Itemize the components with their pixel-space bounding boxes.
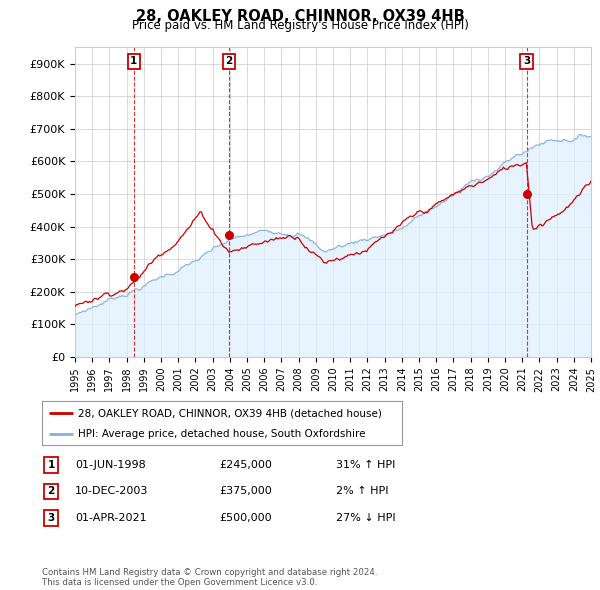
Text: 3: 3 (47, 513, 55, 523)
Text: 10-DEC-2003: 10-DEC-2003 (75, 487, 148, 496)
Text: 1: 1 (47, 460, 55, 470)
Text: 2: 2 (225, 56, 232, 66)
Text: £500,000: £500,000 (219, 513, 272, 523)
Text: HPI: Average price, detached house, South Oxfordshire: HPI: Average price, detached house, Sout… (78, 428, 365, 438)
Text: 28, OAKLEY ROAD, CHINNOR, OX39 4HB (detached house): 28, OAKLEY ROAD, CHINNOR, OX39 4HB (deta… (78, 408, 382, 418)
Text: 31% ↑ HPI: 31% ↑ HPI (336, 460, 395, 470)
Text: 27% ↓ HPI: 27% ↓ HPI (336, 513, 395, 523)
Text: 01-APR-2021: 01-APR-2021 (75, 513, 146, 523)
Text: 2: 2 (47, 487, 55, 496)
Text: 1: 1 (130, 56, 137, 66)
Text: 3: 3 (523, 56, 530, 66)
Text: 28, OAKLEY ROAD, CHINNOR, OX39 4HB: 28, OAKLEY ROAD, CHINNOR, OX39 4HB (136, 9, 464, 24)
Text: Contains HM Land Registry data © Crown copyright and database right 2024.
This d: Contains HM Land Registry data © Crown c… (42, 568, 377, 587)
Text: Price paid vs. HM Land Registry's House Price Index (HPI): Price paid vs. HM Land Registry's House … (131, 19, 469, 32)
Text: 2% ↑ HPI: 2% ↑ HPI (336, 487, 389, 496)
Text: 01-JUN-1998: 01-JUN-1998 (75, 460, 146, 470)
Text: £375,000: £375,000 (219, 487, 272, 496)
Text: £245,000: £245,000 (219, 460, 272, 470)
